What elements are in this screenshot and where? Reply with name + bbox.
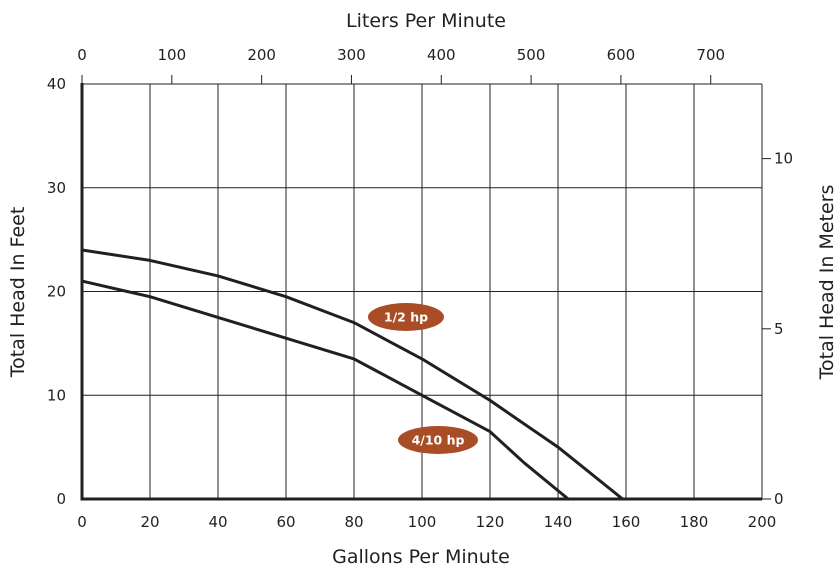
series-line-1 [80,279,570,501]
y-tick-label: 40 [47,75,66,93]
series-lines [80,248,625,501]
series-labels: 1/2 hp 4/10 hp [368,303,478,454]
x2-tick-label: 400 [427,46,456,64]
y-axis-title: Total Head In Feet [7,207,29,379]
axes [80,75,771,501]
y2-tick-label: 10 [774,150,793,168]
x2-tick-label: 0 [77,46,87,64]
y-tick-label: 10 [47,386,66,404]
x2-tick-label: 300 [337,46,366,64]
y-tick-label: 20 [47,283,66,301]
x-axis-title: Gallons Per Minute [332,546,510,568]
x2-tick-label: 500 [517,46,546,64]
x-tick-label: 60 [276,513,295,531]
x-tick-label: 180 [680,513,709,531]
series-line-0 [80,248,625,501]
x2-tick-label: 100 [157,46,186,64]
x-tick-label: 40 [208,513,227,531]
series-badge-1 [398,426,478,454]
x-tick-label: 20 [140,513,159,531]
y-tick-label: 30 [47,179,66,197]
y2-axis-title: Total Head In Meters [816,185,836,381]
x-tick-label: 120 [476,513,505,531]
x-tick-label: 100 [408,513,437,531]
x-tick-label: 200 [748,513,777,531]
x2-tick-label: 700 [696,46,725,64]
grid [82,84,762,499]
series-badge-label-1: 4/10 hp [412,433,465,448]
y2-tick-label: 5 [774,320,784,338]
x2-tick-label: 200 [247,46,276,64]
x-tick-label: 80 [344,513,363,531]
y2-tick-label: 0 [774,490,784,508]
x-tick-label: 140 [544,513,573,531]
x-tick-label: 0 [77,513,87,531]
x2-axis-title: Liters Per Minute [346,10,506,32]
series-badge-label-0: 1/2 hp [384,310,428,325]
x2-tick-label: 600 [607,46,636,64]
series-badge-0 [368,303,444,331]
y-tick-label: 0 [56,490,66,508]
x-tick-label: 160 [612,513,641,531]
